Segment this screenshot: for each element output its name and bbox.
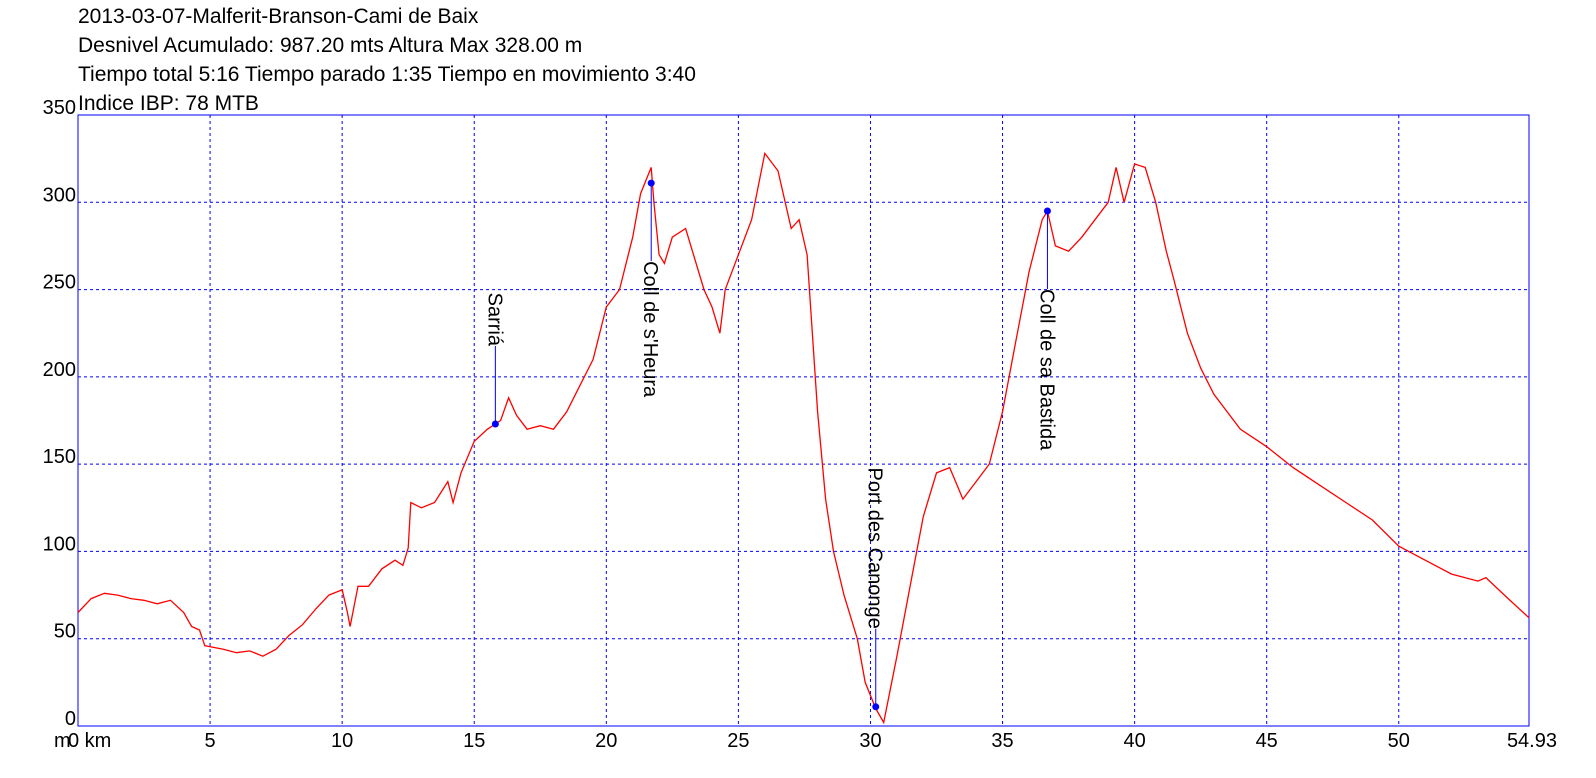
title-line: Tiempo total 5:16 Tiempo parado 1:35 Tie… (78, 63, 696, 86)
x-tick-label: 54.93 (1507, 730, 1557, 752)
title-line: Indice IBP: 78 MTB (78, 92, 259, 115)
x-tick-label: 0 km (68, 730, 111, 752)
x-tick-label: 30 (859, 730, 881, 752)
x-tick-label: 40 (1123, 730, 1145, 752)
title-line: Desnivel Acumulado: 987.20 mts Altura Ma… (78, 34, 582, 57)
x-tick-label: 35 (991, 730, 1013, 752)
annotation-label: Port des Canonge (864, 468, 886, 629)
y-tick-label: 100 (43, 533, 76, 555)
x-tick-label: 10 (331, 730, 353, 752)
y-tick-label: 150 (43, 446, 76, 468)
plot-frame (77, 114, 1530, 727)
y-tick-label: 0 (65, 708, 76, 730)
annotation-label: Sarriá (483, 293, 505, 347)
y-tick-label: 350 (43, 97, 76, 119)
y-tick-label: 50 (54, 621, 76, 643)
annotation-label: Coll de s'Heura (639, 261, 661, 398)
y-tick-label: 200 (43, 359, 76, 381)
annotation-point (491, 420, 499, 428)
annotation-point (647, 179, 655, 187)
elevation-line (77, 151, 1530, 725)
annotation-point (872, 703, 880, 711)
x-tick-label: 45 (1256, 730, 1278, 752)
x-tick-label: 50 (1388, 730, 1410, 752)
x-tick-label: 20 (595, 730, 617, 752)
y-unit-label: m (54, 730, 71, 752)
y-tick-label: 300 (43, 184, 76, 206)
annotation-label: Coll de sa Bastida (1035, 289, 1057, 451)
title-line: 2013-03-07-Malferit-Branson-Cami de Baix (78, 5, 479, 28)
annotation-point (1043, 207, 1051, 215)
x-tick-label: 25 (727, 730, 749, 752)
x-tick-label: 5 (205, 730, 216, 752)
y-tick-label: 250 (43, 272, 76, 294)
x-tick-label: 15 (463, 730, 485, 752)
